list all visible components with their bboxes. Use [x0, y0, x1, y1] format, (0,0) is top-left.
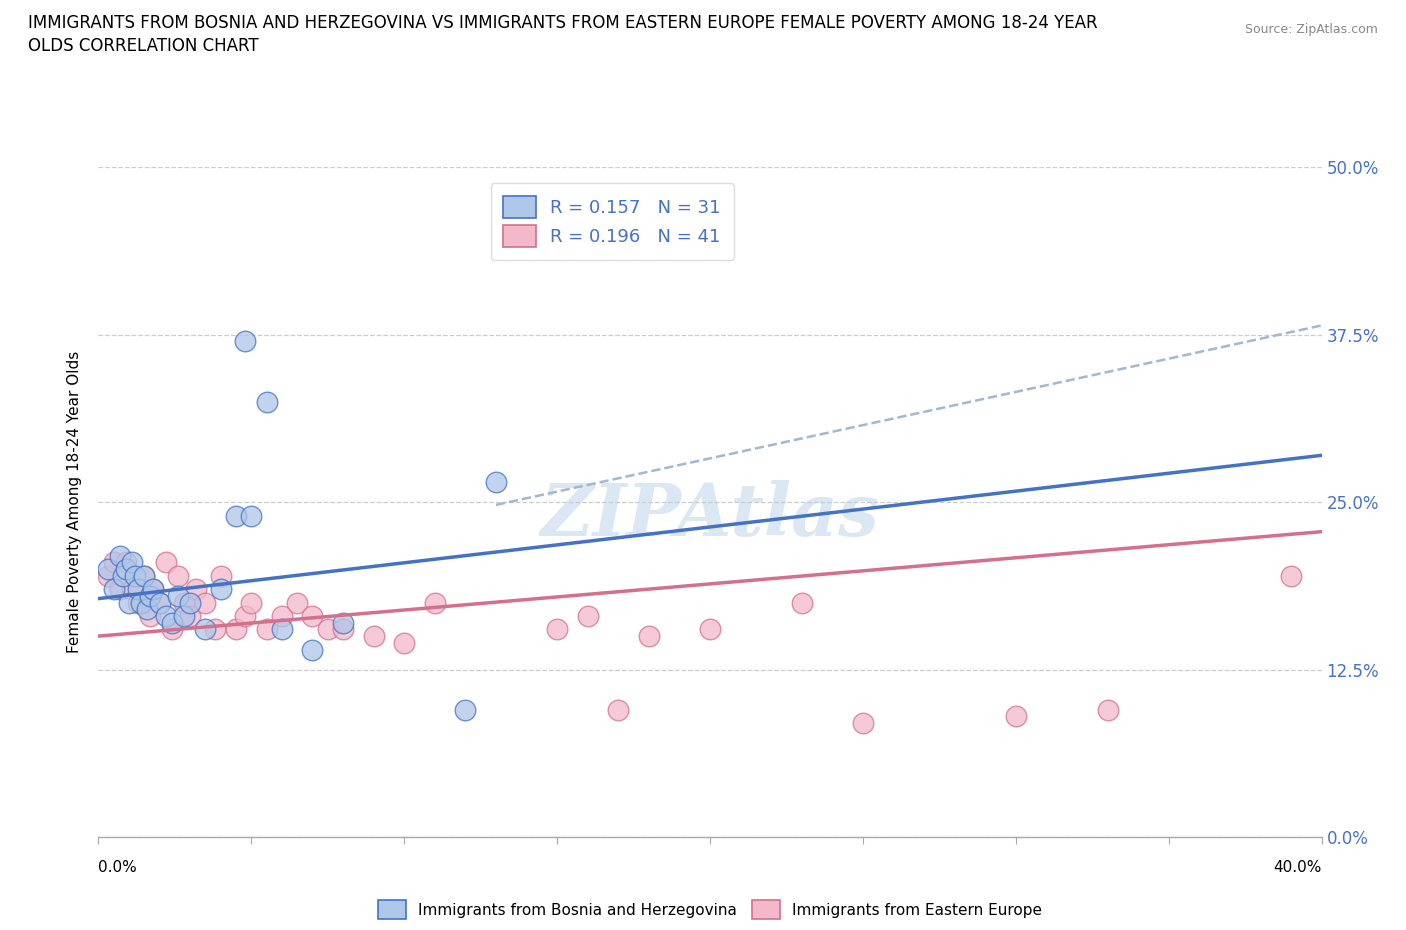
Point	[111, 568, 134, 583]
Point	[167, 589, 190, 604]
Text: Source: ZipAtlas.com: Source: ZipAtlas.com	[1244, 23, 1378, 36]
Point	[155, 608, 177, 623]
Text: 40.0%: 40.0%	[1274, 860, 1322, 875]
Point	[124, 568, 146, 583]
Point	[108, 582, 131, 597]
Point	[160, 616, 183, 631]
Point	[97, 568, 120, 583]
Text: IMMIGRANTS FROM BOSNIA AND HERZEGOVINA VS IMMIGRANTS FROM EASTERN EUROPE FEMALE : IMMIGRANTS FROM BOSNIA AND HERZEGOVINA V…	[28, 14, 1098, 32]
Point	[607, 702, 630, 717]
Point	[97, 562, 120, 577]
Point	[233, 608, 256, 623]
Point	[118, 595, 141, 610]
Point	[270, 622, 292, 637]
Point	[108, 549, 131, 564]
Point	[127, 595, 149, 610]
Point	[121, 555, 143, 570]
Point	[194, 595, 217, 610]
Point	[790, 595, 813, 610]
Y-axis label: Female Poverty Among 18-24 Year Olds: Female Poverty Among 18-24 Year Olds	[67, 352, 83, 654]
Point	[204, 622, 226, 637]
Point	[173, 595, 195, 610]
Point	[1004, 709, 1026, 724]
Point	[852, 716, 875, 731]
Point	[129, 595, 152, 610]
Point	[392, 635, 416, 650]
Point	[301, 642, 323, 657]
Point	[332, 616, 354, 631]
Point	[115, 562, 138, 577]
Point	[1097, 702, 1119, 717]
Point	[142, 582, 165, 597]
Text: ZIPAtlas: ZIPAtlas	[541, 480, 879, 551]
Point	[209, 568, 232, 583]
Point	[316, 622, 339, 637]
Point	[423, 595, 446, 610]
Point	[103, 555, 125, 570]
Point	[136, 602, 159, 617]
Point	[149, 595, 172, 610]
Point	[1279, 568, 1302, 583]
Point	[233, 334, 256, 349]
Point	[139, 589, 162, 604]
Point	[576, 608, 599, 623]
Point	[240, 508, 263, 523]
Point	[134, 568, 156, 583]
Point	[363, 629, 385, 644]
Point	[134, 568, 156, 583]
Point	[699, 622, 721, 637]
Point	[173, 608, 195, 623]
Point	[186, 582, 208, 597]
Point	[167, 568, 190, 583]
Point	[240, 595, 263, 610]
Point	[546, 622, 568, 637]
Point	[121, 582, 143, 597]
Text: OLDS CORRELATION CHART: OLDS CORRELATION CHART	[28, 37, 259, 55]
Point	[225, 508, 247, 523]
Point	[637, 629, 661, 644]
Point	[127, 582, 149, 597]
Point	[225, 622, 247, 637]
Point	[454, 702, 477, 717]
Point	[485, 474, 508, 489]
Point	[256, 394, 278, 409]
Point	[301, 608, 323, 623]
Point	[332, 622, 354, 637]
Point	[155, 555, 177, 570]
Point	[115, 555, 138, 570]
Point	[194, 622, 217, 637]
Point	[256, 622, 278, 637]
Point	[209, 582, 232, 597]
Legend: Immigrants from Bosnia and Herzegovina, Immigrants from Eastern Europe: Immigrants from Bosnia and Herzegovina, …	[371, 893, 1049, 926]
Point	[103, 582, 125, 597]
Point	[285, 595, 308, 610]
Point	[160, 622, 183, 637]
Point	[139, 608, 162, 623]
Point	[179, 595, 201, 610]
Point	[149, 595, 172, 610]
Point	[142, 582, 165, 597]
Text: 0.0%: 0.0%	[98, 860, 138, 875]
Point	[179, 608, 201, 623]
Point	[270, 608, 292, 623]
